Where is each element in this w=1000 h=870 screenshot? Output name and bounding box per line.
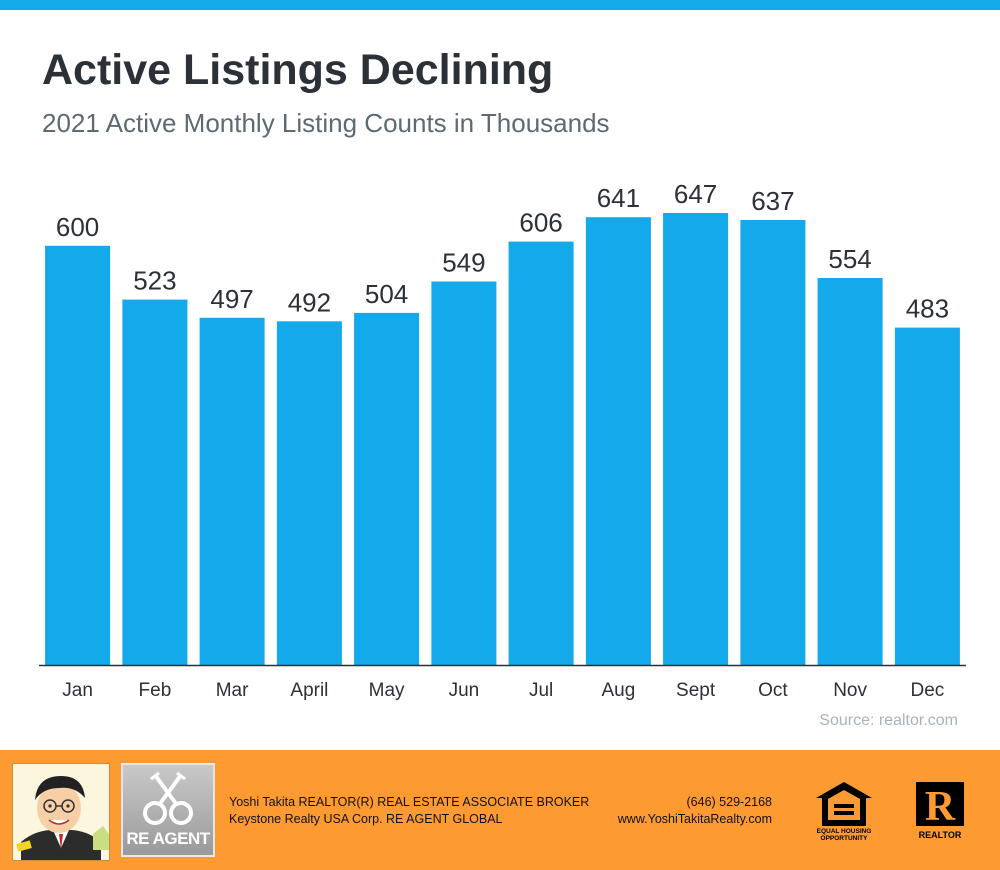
x-tick-april: April: [290, 680, 328, 701]
bar-jun: [431, 281, 497, 665]
bar-mar: [199, 317, 265, 665]
bar-sept: [663, 213, 729, 665]
bar-oct: [740, 220, 806, 665]
x-tick-mar: Mar: [216, 680, 249, 701]
data-label-nov: 554: [828, 244, 871, 274]
x-tick-jan: Jan: [62, 680, 93, 701]
re-agent-keys-icon: [143, 771, 193, 825]
bar-jul: [508, 241, 574, 665]
company-line: Keystone Realty USA Corp. RE AGENT GLOBA…: [229, 812, 503, 826]
x-tick-oct: Oct: [758, 680, 788, 701]
x-tick-aug: Aug: [601, 680, 635, 701]
data-label-feb: 523: [133, 266, 176, 296]
x-tick-sept: Sept: [676, 680, 716, 701]
data-label-oct: 637: [751, 186, 794, 216]
x-tick-nov: Nov: [833, 680, 867, 701]
re-agent-logo-text: RE AGENT: [126, 829, 210, 848]
equal-housing-text: EQUAL HOUSING OPPORTUNITY: [816, 828, 872, 842]
bar-april: [276, 321, 342, 665]
realtor-text: REALTOR: [918, 830, 962, 840]
bar-feb: [122, 299, 188, 665]
x-tick-may: May: [369, 680, 405, 701]
equal-housing-logo: EQUAL HOUSING OPPORTUNITY: [812, 780, 876, 842]
agent-name-line: Yoshi Takita REALTOR(R) REAL ESTATE ASSO…: [229, 795, 590, 809]
data-label-aug: 641: [597, 183, 640, 213]
phone-number: (646) 529-2168: [686, 795, 772, 809]
realtor-logo: R REALTOR: [912, 780, 968, 842]
bar-nov: [817, 278, 883, 665]
data-label-jan: 600: [56, 212, 99, 242]
agent-caricature: [12, 763, 110, 861]
equal-housing-icon: [816, 782, 872, 826]
data-label-jul: 606: [519, 208, 562, 238]
x-tick-jun: Jun: [449, 680, 480, 701]
realtor-logo-icon: R: [916, 782, 964, 830]
page-title: Active Listings Declining: [42, 46, 554, 94]
source-note: Source: realtor.com: [819, 712, 958, 729]
footer-banner: RE AGENT Yoshi Takita REALTOR(R) REAL ES…: [0, 750, 1000, 870]
data-label-jun: 549: [442, 248, 485, 278]
x-tick-jul: Jul: [529, 680, 553, 701]
page-subtitle: 2021 Active Monthly Listing Counts in Th…: [42, 108, 610, 138]
bar-may: [354, 312, 420, 665]
agent-caricature-icon: [13, 764, 109, 860]
x-tick-dec: Dec: [911, 680, 945, 701]
data-label-mar: 497: [210, 284, 253, 314]
top-accent-bar: [0, 0, 1000, 10]
data-label-dec: 483: [906, 294, 949, 324]
bar-dec: [894, 327, 960, 665]
bar-aug: [585, 217, 651, 665]
bar-chart: 600 Jan 523 Feb 497 Mar 492 April 504 May 549 Jun 60…: [39, 179, 966, 701]
realtor-letter: R: [925, 784, 956, 828]
bar-jan: [45, 245, 111, 666]
data-label-may: 504: [365, 279, 408, 309]
re-agent-logo: RE AGENT: [121, 763, 215, 857]
x-tick-feb: Feb: [139, 680, 172, 701]
data-label-april: 492: [288, 287, 331, 317]
website-link[interactable]: www.YoshiTakitaRealty.com: [617, 812, 772, 826]
data-label-sept: 647: [674, 179, 717, 209]
